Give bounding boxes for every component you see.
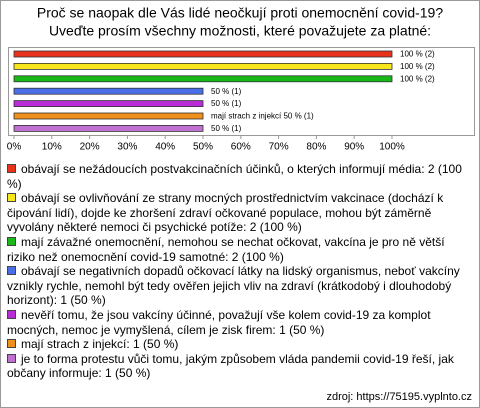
legend-label: obávají se ovlivňování ze strany mocných… — [7, 191, 444, 235]
legend-item: je to forma protestu vůči tomu, jakým zp… — [7, 352, 473, 381]
legend-item: obávají se negativních dopadů očkovací l… — [7, 264, 473, 308]
legend-item: obávají se nežádoucích postvakcinačních … — [7, 162, 473, 191]
legend-label: obávají se negativních dopadů očkovací l… — [7, 264, 460, 308]
x-tick-label: 30% — [117, 142, 137, 153]
data-label: mají strach z injekcí 50 % (1) — [211, 112, 314, 121]
bar — [13, 50, 393, 58]
legend-label: obávají se nežádoucích postvakcinačních … — [7, 162, 462, 191]
x-tick-label: 0% — [7, 142, 22, 153]
legend-swatch — [7, 164, 16, 173]
x-tick-label: 70% — [269, 142, 289, 153]
legend-swatch — [7, 309, 16, 319]
x-tick-label: 10% — [42, 142, 62, 153]
x-tick-label: 50% — [193, 142, 213, 153]
data-label: 50 % (1) — [211, 124, 242, 133]
data-label: 100 % (2) — [400, 74, 435, 83]
data-label: 100 % (2) — [400, 50, 435, 59]
x-tick-label: 60% — [231, 142, 251, 153]
data-label: 50 % (1) — [211, 99, 242, 108]
x-tick-label: 80% — [306, 142, 326, 153]
bar — [13, 112, 204, 120]
legend-swatch — [7, 193, 16, 203]
x-tick-label: 90% — [344, 142, 364, 153]
bar — [13, 75, 393, 83]
chart-subtitle: Uveďte prosím všechny možnosti, které po… — [49, 23, 431, 39]
x-tick-label: 20% — [80, 142, 100, 153]
legend-label: nevěří tomu, že jsou vakcíny účinné, pov… — [7, 307, 431, 337]
legend-swatch — [7, 339, 16, 349]
chart-title: Proč se naopak dle Vás lidé neočkují pro… — [37, 5, 443, 21]
legend-swatch — [7, 266, 16, 276]
legend-label: mají závažné onemocnění, nemohou se nech… — [7, 234, 445, 264]
legend-item: nevěří tomu, že jsou vakcíny účinné, pov… — [7, 308, 473, 337]
source: zdroj: https://75195.vyplnto.cz — [326, 391, 472, 403]
legend: obávají se nežádoucích postvakcinačních … — [7, 162, 473, 381]
legend-item: mají závažné onemocnění, nemohou se nech… — [7, 235, 473, 264]
legend-swatch — [7, 353, 16, 363]
legend-label: mají strach z injekcí: 1 (50 %) — [21, 337, 179, 352]
x-tick-label: 40% — [155, 142, 175, 153]
plot-area — [8, 47, 475, 136]
legend-item: mají strach z injekcí: 1 (50 %) — [7, 337, 473, 352]
legend-swatch — [7, 236, 16, 246]
x-tick-label: 100% — [379, 142, 405, 153]
bar — [13, 125, 204, 132]
legend-item: obávají se ovlivňování ze strany mocných… — [7, 191, 473, 235]
bar — [13, 63, 393, 70]
bar — [13, 100, 204, 107]
data-label: 50 % (1) — [211, 87, 242, 96]
legend-label: je to forma protestu vůči tomu, jakým zp… — [7, 351, 454, 381]
data-label: 100 % (2) — [400, 62, 435, 71]
bar — [13, 87, 204, 95]
